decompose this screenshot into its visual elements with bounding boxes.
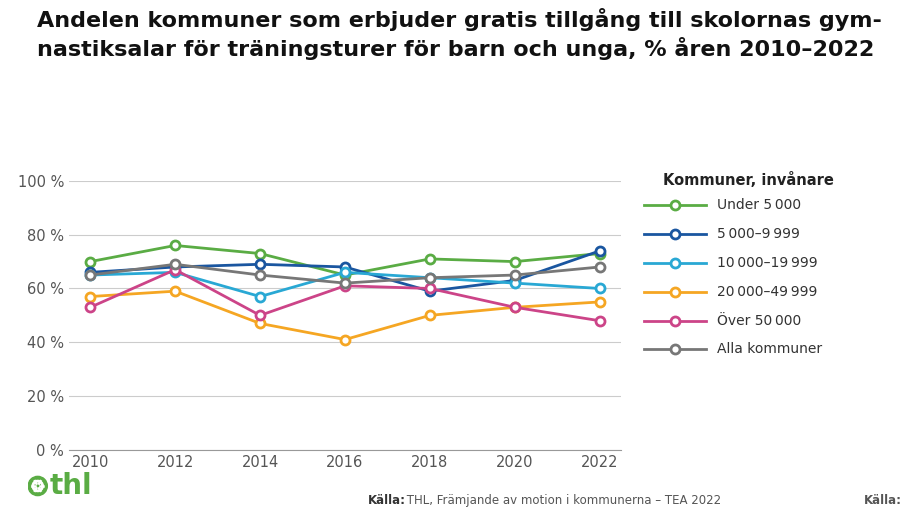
Text: Över 50 000: Över 50 000 [716, 313, 800, 328]
Alla kommuner [509, 272, 520, 278]
Över 50 000 [594, 317, 605, 324]
10 000–19 999 [169, 269, 180, 276]
Över 50 000 [169, 267, 180, 273]
10 000–19 999 [339, 269, 350, 276]
Över 50 000 [509, 304, 520, 310]
Text: thl: thl [50, 472, 93, 500]
Alla kommuner [424, 275, 435, 281]
Under 5 000 [594, 250, 605, 256]
20 000–49 999 [85, 294, 96, 300]
Under 5 000 [255, 250, 266, 256]
20 000–49 999 [339, 337, 350, 343]
20 000–49 999 [255, 321, 266, 327]
Text: Källa:: Källa: [863, 494, 901, 507]
Text: 20 000–49 999: 20 000–49 999 [716, 284, 817, 299]
Alla kommuner [85, 272, 96, 278]
5 000–9 999 [424, 288, 435, 294]
Alla kommuner [339, 280, 350, 286]
Line: 5 000–9 999: 5 000–9 999 [85, 246, 604, 296]
20 000–49 999 [594, 299, 605, 305]
5 000–9 999 [594, 248, 605, 254]
Line: 20 000–49 999: 20 000–49 999 [85, 286, 604, 344]
20 000–49 999 [509, 304, 520, 310]
Över 50 000 [255, 312, 266, 318]
Line: Över 50 000: Över 50 000 [85, 265, 604, 325]
5 000–9 999 [509, 277, 520, 283]
Text: 5 000–9 999: 5 000–9 999 [716, 226, 799, 241]
Under 5 000 [509, 258, 520, 265]
Alla kommuner [169, 261, 180, 267]
FancyBboxPatch shape [624, 151, 906, 366]
Under 5 000 [424, 256, 435, 262]
Text: Under 5 000: Under 5 000 [716, 197, 800, 212]
Text: Källa:: Källa: [368, 494, 405, 507]
Circle shape [32, 480, 43, 492]
10 000–19 999 [509, 280, 520, 286]
Circle shape [28, 476, 47, 496]
10 000–19 999 [594, 285, 605, 292]
10 000–19 999 [255, 294, 266, 300]
20 000–49 999 [169, 288, 180, 294]
Text: 10 000–19 999: 10 000–19 999 [716, 255, 817, 270]
5 000–9 999 [255, 261, 266, 267]
Över 50 000 [424, 285, 435, 292]
Circle shape [35, 483, 40, 489]
Text: Kommuner, invånare: Kommuner, invånare [662, 172, 833, 188]
Under 5 000 [85, 258, 96, 265]
Alla kommuner [255, 272, 266, 278]
5 000–9 999 [339, 264, 350, 270]
Under 5 000 [169, 242, 180, 249]
10 000–19 999 [85, 272, 96, 278]
10 000–19 999 [424, 275, 435, 281]
Under 5 000 [339, 272, 350, 278]
5 000–9 999 [85, 269, 96, 276]
5 000–9 999 [169, 264, 180, 270]
Över 50 000 [85, 304, 96, 310]
Line: Under 5 000: Under 5 000 [85, 241, 604, 280]
Alla kommuner [594, 264, 605, 270]
Line: 10 000–19 999: 10 000–19 999 [85, 268, 604, 301]
Text: Andelen kommuner som erbjuder gratis tillgång till skolornas gym-
nastiksalar fö: Andelen kommuner som erbjuder gratis til… [37, 8, 880, 60]
Line: Alla kommuner: Alla kommuner [85, 260, 604, 287]
Text: Alla kommuner: Alla kommuner [716, 342, 822, 357]
20 000–49 999 [424, 312, 435, 318]
Över 50 000 [339, 283, 350, 289]
Text: THL, Främjande av motion i kommunerna – TEA 2022: THL, Främjande av motion i kommunerna – … [403, 494, 720, 507]
